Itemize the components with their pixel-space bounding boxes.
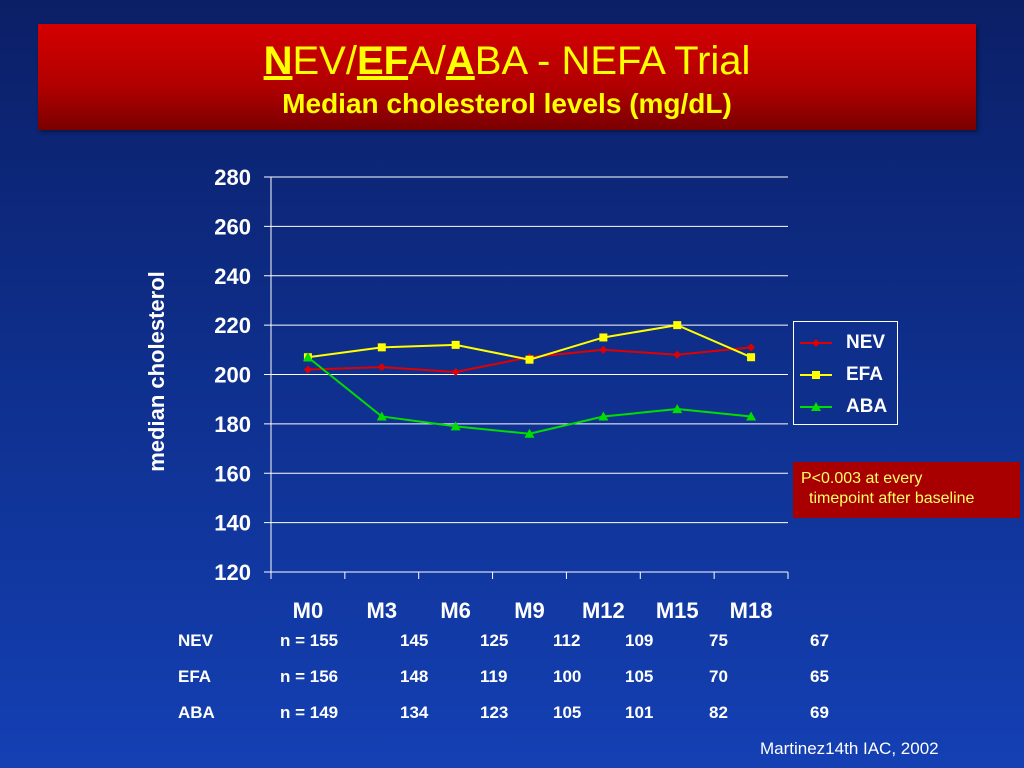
n-table-cell: 148	[400, 667, 429, 686]
data-point-aba-m18	[746, 411, 757, 421]
series-line-aba	[307, 356, 752, 435]
n-table-cell: 75	[709, 631, 728, 650]
y-axis-label: median cholesterol	[144, 271, 169, 472]
y-tick-label-140: 140	[214, 511, 251, 536]
n-table-row-label-aba: ABA	[178, 703, 215, 722]
y-tick-label-180: 180	[214, 412, 251, 437]
n-table-cell: 112	[553, 631, 581, 650]
n-table-cell: 123	[480, 703, 509, 722]
n-table-row-label-efa: EFA	[178, 667, 212, 686]
title-part-a: A/	[408, 39, 446, 83]
data-point-aba-m3	[376, 411, 387, 421]
title-part-ev: EV/	[292, 39, 357, 83]
n-table-cell: 65	[810, 667, 829, 686]
title-banner: NEV/EFA/ABA - NEFA Trial Median choleste…	[38, 24, 976, 130]
p-value-line-2: timepoint after baseline	[809, 490, 975, 507]
data-point-efa-m3	[377, 343, 386, 352]
y-tick-label-220: 220	[214, 313, 251, 338]
data-point-efa-m18	[747, 353, 756, 362]
x-tick-label-m6: M6	[440, 598, 471, 623]
n-table-cell: 145	[400, 631, 429, 650]
x-tick-label-m12: M12	[582, 598, 625, 623]
y-tick-label-120: 120	[214, 560, 251, 585]
citation: Martinez14th IAC, 2002	[760, 739, 939, 758]
y-tick-label-160: 160	[214, 461, 251, 486]
n-table-row-label-nev: NEV	[178, 631, 213, 650]
chart-legend: NEV EFA ABA	[793, 321, 898, 425]
legend-marker-efa	[800, 371, 832, 379]
legend-item-efa: EFA	[800, 360, 895, 390]
data-point-efa-m9	[525, 355, 534, 364]
data-point-efa-m15	[673, 321, 682, 330]
data-point-nev-m18	[747, 343, 756, 352]
legend-marker-nev	[800, 339, 832, 347]
x-tick-label-m3: M3	[367, 598, 398, 623]
legend-label-aba: ABA	[846, 396, 888, 417]
data-point-nev-m3	[377, 363, 386, 372]
title-letter-ef: EF	[356, 39, 409, 83]
legend-item-aba: ABA	[800, 392, 895, 422]
y-tick-label-240: 240	[214, 264, 251, 289]
legend-label-efa: EFA	[846, 364, 883, 385]
n-table-cell: 70	[709, 667, 728, 686]
n-table-cell: 109	[625, 631, 654, 650]
p-value-note: P<0.003 at every timepoint after baselin…	[793, 462, 1020, 518]
x-tick-label-m9: M9	[514, 598, 545, 623]
data-point-aba-m0	[302, 352, 313, 362]
n-table-cell: n = 149	[280, 703, 339, 722]
n-table-cell: 119	[480, 667, 508, 686]
n-table-cell: n = 156	[280, 667, 339, 686]
n-table-cell: 82	[709, 703, 728, 722]
data-point-nev-m0	[303, 365, 312, 374]
n-table-cell: 67	[810, 631, 829, 650]
slide-subtitle: Median cholesterol levels (mg/dL)	[282, 88, 732, 119]
n-table-cell: 69	[810, 703, 829, 722]
legend-label-nev: NEV	[846, 332, 886, 353]
data-point-efa-m6	[451, 340, 460, 349]
slide-title: NEV/EFA/ABA - NEFA Trial	[38, 38, 976, 84]
n-table-cell: 100	[553, 667, 582, 686]
data-point-nev-m12	[599, 345, 608, 354]
legend-marker-aba	[800, 402, 832, 411]
data-point-aba-m9	[524, 428, 535, 438]
x-tick-label-m15: M15	[656, 598, 699, 623]
data-point-aba-m15	[672, 404, 683, 414]
title-letter-a: A	[445, 39, 475, 83]
n-table-cell: n = 155	[280, 631, 339, 650]
n-table-cell: 105	[625, 667, 654, 686]
data-point-nev-m15	[673, 350, 682, 359]
title-part-ba-nefa: BA - NEFA Trial	[474, 39, 751, 83]
y-tick-label-280: 280	[214, 165, 251, 190]
n-table-cell: 105	[553, 703, 582, 722]
x-tick-label-m0: M0	[293, 598, 324, 623]
legend-item-nev: NEV	[800, 328, 895, 358]
p-value-line-1: P<0.003 at every	[801, 470, 923, 487]
data-point-efa-m12	[599, 333, 608, 342]
x-tick-label-m18: M18	[730, 598, 773, 623]
data-point-aba-m6	[450, 421, 461, 431]
n-table-cell: 125	[480, 631, 509, 650]
n-table-cell: 134	[400, 703, 429, 722]
data-point-aba-m12	[598, 411, 609, 421]
n-table-cell: 101	[625, 703, 654, 722]
y-tick-label-200: 200	[214, 363, 251, 388]
data-point-nev-m6	[451, 368, 460, 377]
y-tick-label-260: 260	[214, 214, 251, 239]
title-letter-n: N	[263, 39, 293, 83]
